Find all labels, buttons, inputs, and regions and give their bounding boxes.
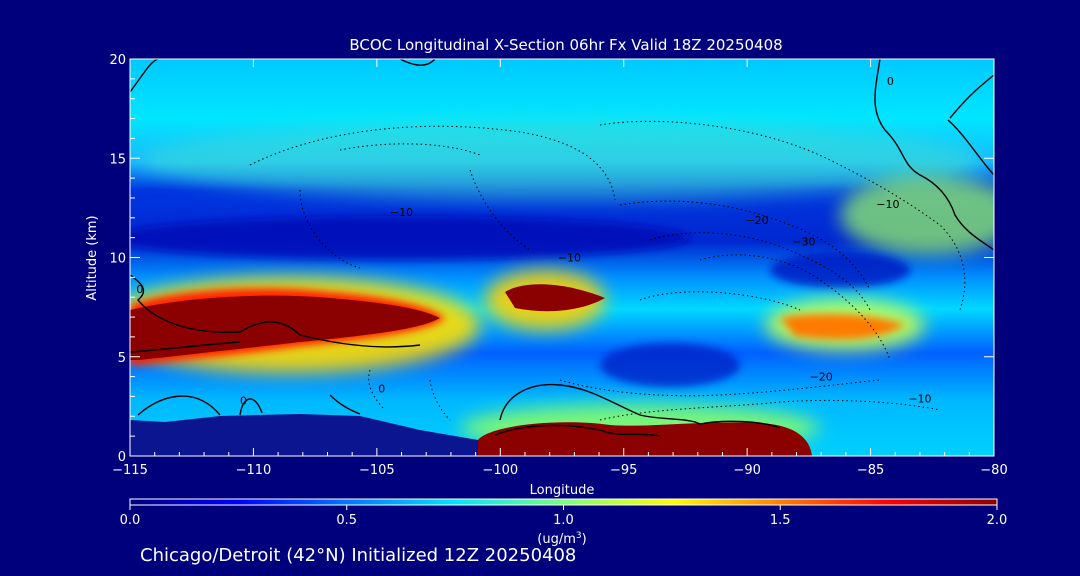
eastern-plume-core	[780, 314, 905, 340]
x-tick-label-5: −90	[733, 463, 760, 478]
contour-label-0: −10	[390, 206, 413, 219]
colorbar-unit-suffix: )	[582, 532, 587, 547]
x-tick-label-3: −100	[482, 463, 518, 478]
contour-label-6: −10	[908, 392, 931, 405]
contour-label-8: 0	[240, 394, 247, 407]
colorbar: 0.0 0.5 1.0 1.5 2.0 (ug/m3)	[120, 498, 1008, 547]
plot-area: −10 −10 −20 −30 −10 −20 −10 0 0 0 0	[130, 59, 994, 456]
x-tick-label-2: −105	[359, 463, 395, 478]
colorbar-tick-label-1: 0.5	[336, 513, 357, 528]
colorbar-ticks: 0.0 0.5 1.0 1.5 2.0	[120, 505, 1008, 528]
colorbar-bar	[129, 498, 998, 506]
y-tick-label-1: 5	[118, 351, 126, 366]
y-tick-label-3: 15	[109, 152, 126, 167]
contour-label-2: −20	[745, 214, 768, 227]
y-tick-label-4: 20	[109, 53, 126, 68]
footer-caption: Chicago/Detroit (42°N) Initialized 12Z 2…	[140, 545, 576, 566]
surface-plume-core	[478, 422, 812, 456]
east-low-band	[770, 252, 910, 288]
colorbar-unit-sup: 3	[576, 531, 582, 541]
contour-label-10: 0	[887, 75, 894, 88]
contour-label-7: 0	[136, 283, 143, 296]
x-tick-label-7: −80	[980, 463, 1007, 478]
chart-title: BCOC Longitudinal X-Section 06hr Fx Vali…	[349, 36, 782, 54]
x-tick-label-0: −115	[112, 463, 148, 478]
colorbar-tick-label-4: 2.0	[987, 513, 1008, 528]
contour-label-4: −10	[876, 198, 899, 211]
solid-contours	[130, 59, 994, 437]
colorbar-tick-label-2: 1.0	[553, 513, 574, 528]
y-tick-label-0: 0	[118, 450, 126, 465]
x-tick-label-6: −85	[857, 463, 884, 478]
colorbar-unit-prefix: (ug/m	[537, 532, 576, 547]
y-tick-label-2: 10	[109, 252, 126, 267]
upper-plume-core	[130, 295, 440, 360]
east-mid-low	[600, 343, 740, 387]
mid-plume-core	[505, 284, 605, 312]
contour-label-9: 0	[378, 382, 385, 395]
x-tick-label-1: −110	[236, 463, 272, 478]
dotted-contours	[249, 120, 966, 421]
x-axis-label: Longitude	[530, 483, 595, 498]
contour-label-3: −30	[792, 236, 815, 249]
terrain-mask	[130, 414, 478, 456]
y-axis: 0 5 10 15 20	[109, 53, 994, 465]
mid-low-band	[130, 216, 690, 260]
upper-band-shading	[140, 120, 980, 200]
colorbar-tick-label-0: 0.0	[120, 513, 141, 528]
contour-labels: −10 −10 −20 −30 −10 −20 −10 0 0 0 0	[136, 75, 931, 408]
x-axis: −115 −110 −105 −100 −95 −90 −85 −80	[112, 59, 1008, 478]
y-axis-label: Altitude (km)	[85, 215, 100, 300]
contour-label-5: −20	[810, 371, 833, 384]
east-upper-yellowgreen	[840, 175, 994, 255]
colorbar-tick-label-3: 1.5	[770, 513, 791, 528]
x-tick-label-4: −95	[610, 463, 637, 478]
colorbar-unit: (ug/m3)	[537, 531, 586, 547]
contour-label-1: −10	[558, 251, 581, 264]
